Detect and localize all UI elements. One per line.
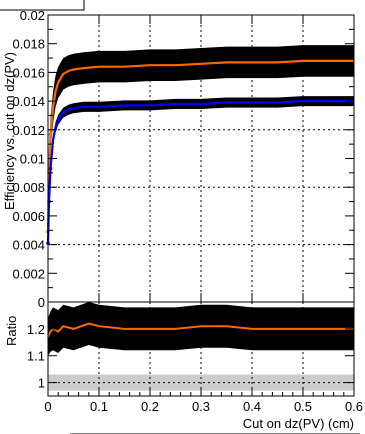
main-ytick-label: 0.006	[12, 209, 45, 224]
main-point-0-2	[48, 132, 53, 136]
main-ytick-label: 0.018	[12, 37, 45, 52]
ratio-ytick-label: 1	[38, 376, 45, 391]
ratio-error-bands	[48, 302, 354, 356]
main-ytick-label: 0.014	[12, 94, 45, 109]
ratio-series-lines	[47, 322, 354, 338]
x-axis-label: Cut on dz(PV) (cm)	[243, 416, 354, 431]
ratio-y-axis-label: Ratio	[4, 316, 19, 346]
main-ytick-label: 0.01	[20, 152, 45, 167]
ratio-panel: 1 1.1 1.2 0 0.1 0.2 0.3 0.4 0.5 0.6 Ratio Cut on…	[4, 301, 363, 431]
main-band-0	[48, 45, 354, 248]
main-band-1	[48, 96, 354, 249]
ratio-xtick-label: 0.4	[243, 399, 261, 414]
main-ytick-label: 0.016	[12, 65, 45, 80]
main-ytick-label: 0.012	[12, 123, 45, 138]
ratio-y-tick-labels: 1 1.1 1.2	[27, 322, 45, 391]
ratio-xtick-label: 0.2	[141, 399, 159, 414]
main-ytick-label: 0.004	[12, 238, 45, 253]
legend-box	[0, 0, 85, 11]
main-ticks	[47, 14, 355, 303]
main-ytick-label: 0	[38, 295, 45, 310]
ratio-xtick-label: 0.5	[294, 399, 312, 414]
main-ytick-label: 0.002	[12, 266, 45, 281]
main-ytick-label: 0.008	[12, 180, 45, 195]
main-panel: 0 0.002 0.004 0.006 0.008 0.01 0.012 0.014 0.016…	[2, 8, 355, 310]
ratio-ytick-label: 1.1	[27, 349, 45, 364]
ratio-ticks	[47, 328, 355, 396]
ratio-xtick-label: 0.1	[90, 399, 108, 414]
main-series-line-1	[46, 99, 354, 244]
main-y-axis-label: Efficiency vs. cut on dz(PV)	[2, 52, 17, 210]
ratio-xtick-label: 0.6	[345, 399, 363, 414]
ratio-x-tick-labels: 0 0.1 0.2 0.3 0.4 0.5 0.6	[44, 399, 363, 414]
ratio-band-0	[48, 302, 354, 356]
main-y-tick-labels: 0 0.002 0.004 0.006 0.008 0.01 0.012 0.014 0.016…	[12, 8, 45, 310]
main-series-lines	[46, 59, 354, 245]
main-error-bands	[48, 45, 354, 249]
ratio-series-line-0	[47, 322, 354, 338]
main-point-1-2	[48, 166, 53, 171]
ratio-xtick-label: 0	[44, 399, 51, 414]
main-ytick-label: 0.02	[20, 8, 45, 23]
ratio-xtick-label: 0.3	[192, 399, 210, 414]
ratio-ytick-label: 1.2	[27, 322, 45, 337]
